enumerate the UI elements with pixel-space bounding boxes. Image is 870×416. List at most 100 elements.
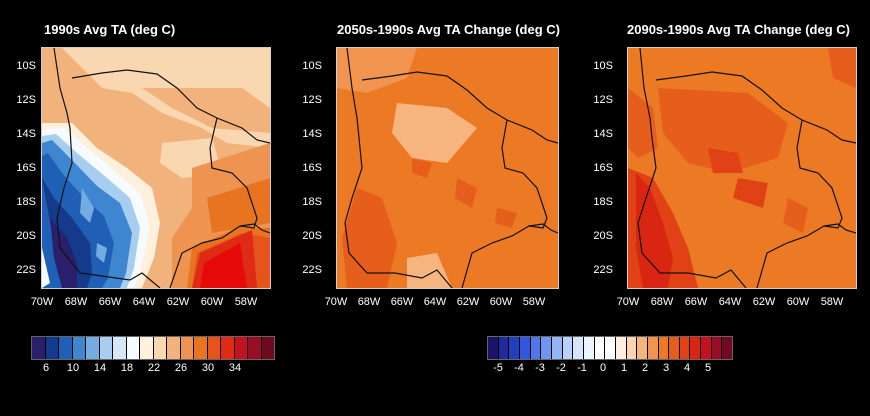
colorbar-swatch bbox=[530, 337, 542, 359]
lon-label: 62W bbox=[752, 296, 776, 308]
map-2090s-change bbox=[627, 47, 857, 289]
temperature-field bbox=[42, 48, 270, 288]
lat-label: 14S bbox=[593, 128, 613, 140]
lon-label: 58W bbox=[522, 296, 546, 308]
colorbar-label: 5 bbox=[704, 362, 712, 374]
colorbar-swatch bbox=[113, 337, 127, 359]
temperature-change-field bbox=[337, 48, 558, 288]
lat-label: 12S bbox=[302, 94, 322, 106]
map-1990s-avg bbox=[41, 47, 271, 289]
lon-label: 64W bbox=[718, 296, 742, 308]
lon-label: 60W bbox=[489, 296, 513, 308]
colorbar-swatch bbox=[583, 337, 595, 359]
colorbar-swatch bbox=[615, 337, 627, 359]
colorbar-label: 6 bbox=[42, 362, 50, 374]
lon-label: 60W bbox=[200, 296, 224, 308]
colorbar-label: 1 bbox=[620, 362, 628, 374]
temperature-change-field bbox=[628, 48, 856, 288]
map-2050s-change bbox=[336, 47, 559, 289]
colorbar-swatch bbox=[701, 337, 712, 359]
lon-label: 68W bbox=[357, 296, 381, 308]
lat-label: 10S bbox=[593, 60, 613, 72]
colorbar-label: 18 bbox=[120, 362, 134, 374]
colorbar-swatch bbox=[234, 337, 248, 359]
colorbar-swatch bbox=[32, 337, 46, 359]
colorbar-label: 3 bbox=[662, 362, 670, 374]
colorbar-label: -1 bbox=[577, 362, 587, 374]
colorbar-swatch bbox=[509, 337, 520, 359]
lon-label: 68W bbox=[650, 296, 674, 308]
lon-label: 62W bbox=[166, 296, 190, 308]
lat-label: 16S bbox=[302, 162, 322, 174]
lon-label: 64W bbox=[423, 296, 447, 308]
lon-label: 70W bbox=[324, 296, 348, 308]
lon-label: 64W bbox=[132, 296, 156, 308]
colorbar-swatch bbox=[126, 337, 140, 359]
lon-label: 70W bbox=[30, 296, 54, 308]
colorbar-swatch bbox=[626, 337, 638, 359]
colorbar-swatch bbox=[153, 337, 167, 359]
lon-label: 60W bbox=[786, 296, 810, 308]
colorbar-swatch bbox=[679, 337, 691, 359]
lat-label: 14S bbox=[16, 128, 36, 140]
panel-title: 2090s-1990s Avg TA Change (deg C) bbox=[627, 22, 850, 37]
panel-title: 2050s-1990s Avg TA Change (deg C) bbox=[337, 22, 560, 37]
colorbar-swatch bbox=[690, 337, 702, 359]
colorbar-swatch bbox=[647, 337, 659, 359]
colorbar-label: 26 bbox=[174, 362, 188, 374]
colorbar-swatch bbox=[140, 337, 154, 359]
lat-label: 12S bbox=[16, 94, 36, 106]
lat-label: 14S bbox=[302, 128, 322, 140]
colorbar-swatch bbox=[488, 337, 499, 359]
colorbar-label: -5 bbox=[493, 362, 503, 374]
lat-label: 16S bbox=[16, 162, 36, 174]
lon-label: 68W bbox=[64, 296, 88, 308]
lat-label: 12S bbox=[593, 94, 613, 106]
lat-label: 18S bbox=[16, 196, 36, 208]
colorbar-swatch bbox=[722, 337, 733, 359]
lat-label: 22S bbox=[302, 264, 322, 276]
colorbar-label: 4 bbox=[683, 362, 691, 374]
colorbar-swatch bbox=[261, 337, 274, 359]
colorbar-swatch bbox=[551, 337, 563, 359]
lat-label: 16S bbox=[593, 162, 613, 174]
colorbar-label: -3 bbox=[535, 362, 545, 374]
lon-label: 66W bbox=[98, 296, 122, 308]
colorbar-swatch bbox=[180, 337, 194, 359]
lon-label: 58W bbox=[820, 296, 844, 308]
colorbar-swatch bbox=[59, 337, 73, 359]
colorbar-change bbox=[487, 336, 733, 360]
lon-label: 70W bbox=[616, 296, 640, 308]
colorbar-swatch bbox=[541, 337, 552, 359]
colorbar-swatch bbox=[519, 337, 531, 359]
colorbar-swatch bbox=[221, 337, 235, 359]
colorbar-label: 10 bbox=[66, 362, 80, 374]
colorbar-swatch bbox=[194, 337, 208, 359]
lon-label: 66W bbox=[684, 296, 708, 308]
panel-title: 1990s Avg TA (deg C) bbox=[44, 22, 176, 37]
colorbar-label: 0 bbox=[599, 362, 607, 374]
colorbar-label: 30 bbox=[201, 362, 215, 374]
lat-label: 20S bbox=[302, 230, 322, 242]
colorbar-swatch bbox=[167, 337, 181, 359]
colorbar-label: -4 bbox=[514, 362, 524, 374]
colorbar-label: 34 bbox=[228, 362, 242, 374]
colorbar-swatch bbox=[637, 337, 648, 359]
colorbar-swatch bbox=[658, 337, 670, 359]
colorbar-swatch bbox=[248, 337, 262, 359]
lon-label: 62W bbox=[456, 296, 480, 308]
lon-label: 58W bbox=[234, 296, 258, 308]
colorbar-label: 14 bbox=[93, 362, 107, 374]
colorbar-swatch bbox=[605, 337, 616, 359]
colorbar-swatch bbox=[669, 337, 680, 359]
colorbar-swatch bbox=[45, 337, 59, 359]
lat-label: 22S bbox=[593, 264, 613, 276]
colorbar-swatch bbox=[594, 337, 606, 359]
colorbar-label: 2 bbox=[641, 362, 649, 374]
lat-label: 20S bbox=[593, 230, 613, 242]
lat-label: 18S bbox=[593, 196, 613, 208]
colorbar-temperature bbox=[31, 336, 275, 360]
colorbar-swatch bbox=[498, 337, 510, 359]
colorbar-swatch bbox=[207, 337, 221, 359]
colorbar-label: -2 bbox=[556, 362, 566, 374]
